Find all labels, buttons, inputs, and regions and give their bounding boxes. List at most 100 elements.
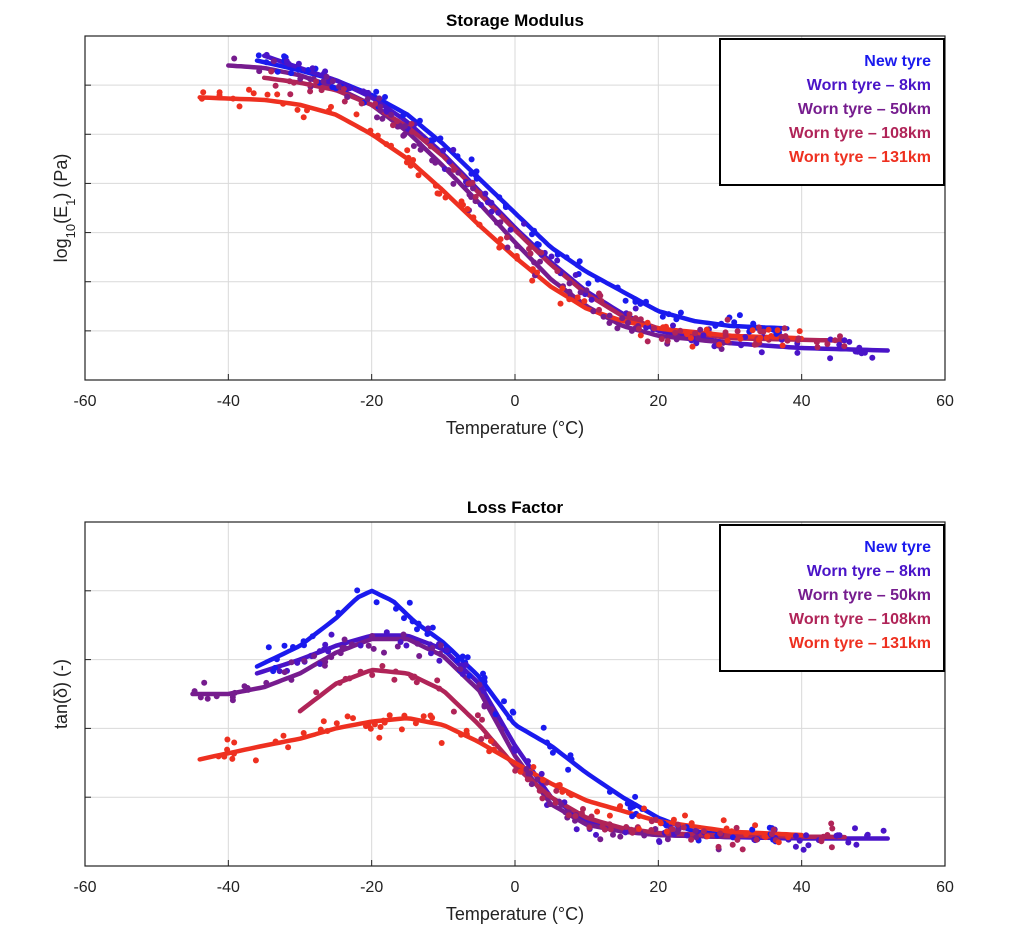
data-point (824, 341, 831, 347)
data-point (215, 753, 222, 760)
chart-title: Loss Factor (467, 498, 564, 517)
data-point (622, 297, 629, 304)
data-point (635, 325, 642, 332)
data-point (450, 180, 457, 187)
x-tick-label: -60 (73, 879, 96, 896)
data-point (525, 758, 531, 765)
data-point (401, 615, 407, 622)
data-point (554, 251, 561, 258)
data-point (552, 799, 559, 806)
data-point (739, 846, 746, 853)
data-point (632, 296, 639, 303)
data-point (336, 679, 343, 686)
data-point (507, 226, 514, 233)
data-point (593, 831, 599, 838)
data-point (693, 834, 700, 841)
data-point (400, 132, 407, 139)
data-point (729, 841, 736, 848)
data-point (554, 257, 561, 264)
data-point (632, 305, 639, 312)
data-point (317, 661, 323, 667)
data-point (557, 300, 564, 307)
data-point (483, 733, 490, 740)
data-point (538, 770, 545, 777)
data-point (376, 734, 383, 741)
data-point (614, 284, 621, 291)
data-point (263, 51, 270, 58)
data-point (255, 52, 262, 59)
data-point (716, 341, 723, 348)
x-tick-label: -20 (360, 393, 383, 410)
data-point (547, 801, 553, 808)
data-point (833, 832, 840, 839)
data-point (198, 95, 205, 102)
data-point (523, 766, 530, 772)
data-point (623, 824, 630, 830)
x-tick-label: 0 (511, 393, 520, 410)
legend-entry: Worn tyre – 50km (798, 101, 931, 118)
data-point (216, 89, 223, 96)
data-point (252, 757, 259, 764)
data-point (272, 738, 279, 745)
data-point (566, 296, 573, 303)
data-point (832, 337, 839, 344)
data-point (394, 643, 401, 650)
data-point (568, 756, 575, 763)
data-point (677, 309, 684, 316)
data-point (828, 820, 835, 827)
data-point (553, 787, 560, 794)
data-point (392, 668, 399, 675)
data-point (853, 841, 860, 848)
data-point (434, 677, 441, 684)
data-point (527, 250, 534, 257)
data-point (610, 831, 616, 838)
data-point (230, 95, 237, 102)
data-point (388, 142, 394, 149)
data-point (697, 326, 704, 333)
data-point (659, 313, 666, 320)
data-point (336, 83, 342, 90)
data-point (381, 649, 387, 656)
data-point (286, 78, 293, 85)
data-point (376, 95, 383, 102)
data-point (720, 817, 727, 824)
data-point (304, 107, 310, 114)
data-point (437, 135, 444, 142)
data-point (250, 90, 257, 97)
data-point (490, 746, 497, 753)
data-point (224, 736, 231, 743)
data-point (377, 724, 384, 730)
x-tick-label: -40 (217, 393, 240, 410)
data-point (454, 657, 461, 664)
data-point (473, 168, 480, 175)
data-point (794, 349, 801, 356)
data-point (411, 673, 418, 680)
data-point (580, 806, 586, 812)
data-point (464, 206, 471, 212)
data-point (377, 107, 384, 114)
data-point (517, 768, 524, 775)
data-point (477, 201, 484, 208)
data-point (268, 68, 275, 75)
data-point (221, 753, 228, 760)
data-point (688, 836, 695, 843)
data-point (723, 825, 730, 832)
data-point (796, 837, 803, 844)
data-point (393, 605, 399, 612)
data-point (427, 143, 434, 150)
data-point (229, 697, 236, 704)
data-point (648, 827, 655, 833)
data-point (682, 812, 688, 819)
data-point (837, 333, 843, 340)
data-point (410, 143, 417, 149)
data-point (295, 66, 302, 73)
data-point (231, 750, 237, 757)
data-point (468, 156, 475, 163)
data-point (481, 678, 488, 685)
data-point (574, 262, 581, 268)
data-point (372, 100, 379, 107)
data-point (281, 669, 288, 676)
data-point (401, 712, 408, 719)
data-point (276, 668, 283, 675)
data-point (414, 640, 421, 647)
